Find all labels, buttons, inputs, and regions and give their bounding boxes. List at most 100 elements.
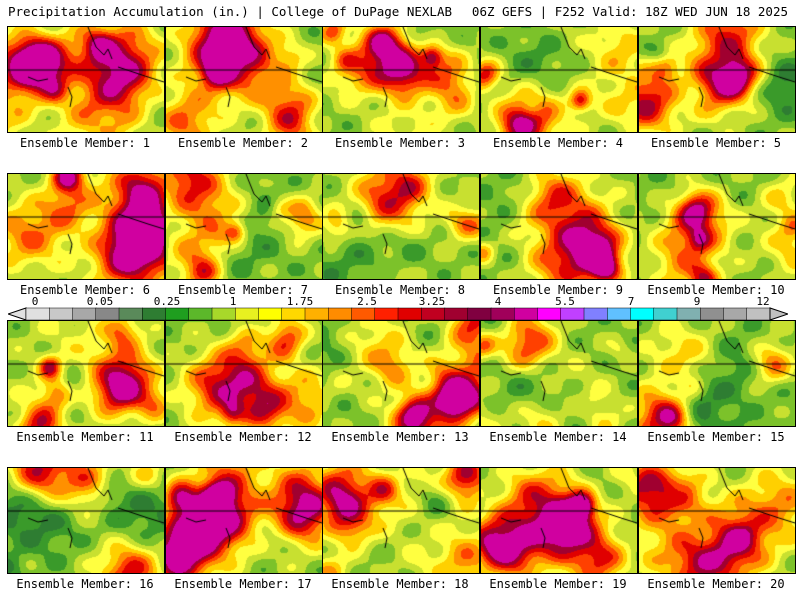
precip-field — [8, 174, 164, 279]
colorbar-tick: 0 — [31, 295, 39, 308]
colorbar-tick: 3.25 — [418, 295, 446, 308]
precip-field — [8, 321, 164, 426]
colorbar-segment — [653, 307, 678, 321]
colorbar-segment — [607, 307, 632, 321]
colorbar-tick: 1 — [229, 295, 237, 308]
colorbar-segment — [374, 307, 399, 321]
precip-field — [481, 468, 637, 573]
ensemble-member-map — [165, 467, 323, 574]
precip-field — [481, 321, 637, 426]
panel-label: Ensemble Member: 16 — [16, 577, 154, 591]
ensemble-member-map — [638, 26, 796, 133]
colorbar-segment — [165, 307, 190, 321]
colorbar-min-arrow — [8, 307, 27, 321]
colorbar-segment — [676, 307, 701, 321]
model-run-info: 06Z GEFS | F252 Valid: 18Z WED JUN 18 20… — [471, 4, 788, 19]
ensemble-member-map — [322, 26, 480, 133]
colorbar-segment — [258, 307, 283, 321]
colorbar-segment — [514, 307, 539, 321]
panel-label: Ensemble Member: 17 — [174, 577, 312, 591]
ensemble-member-map — [7, 173, 165, 280]
ensemble-member-map — [7, 320, 165, 427]
precip-field — [8, 468, 164, 573]
ensemble-member-map — [322, 467, 480, 574]
map-title: Precipitation Accumulation (in.) | Colle… — [8, 4, 453, 19]
panel-label: Ensemble Member: 10 — [647, 283, 785, 297]
panel-label: Ensemble Member: 12 — [174, 430, 312, 444]
colorbar-tick: 12 — [756, 295, 770, 308]
panel-label: Ensemble Member: 2 — [177, 136, 309, 150]
colorbar-segment — [746, 307, 771, 321]
colorbar-segment — [142, 307, 167, 321]
colorbar-segment — [328, 307, 353, 321]
precip-field — [166, 321, 322, 426]
colorbar-segment — [304, 307, 329, 321]
precip-field — [639, 174, 795, 279]
colorbar-segment — [72, 307, 97, 321]
colorbar-tick: 5.5 — [555, 295, 575, 308]
ensemble-member-map — [480, 467, 638, 574]
colorbar-segment — [700, 307, 725, 321]
precip-field — [166, 27, 322, 132]
colorbar-tick: 0.25 — [153, 295, 181, 308]
ensemble-member-map — [165, 173, 323, 280]
panel-label: Ensemble Member: 13 — [331, 430, 469, 444]
panel-label: Ensemble Member: 14 — [489, 430, 627, 444]
panel-label: Ensemble Member: 15 — [647, 430, 785, 444]
precip-field — [8, 27, 164, 132]
precip-field — [639, 27, 795, 132]
panel-label: Ensemble Member: 6 — [19, 283, 151, 297]
ensemble-member-map — [7, 467, 165, 574]
ensemble-member-map — [638, 173, 796, 280]
colorbar-segment — [281, 307, 306, 321]
colorbar-segment — [467, 307, 492, 321]
panel-label: Ensemble Member: 8 — [334, 283, 466, 297]
ensemble-member-map — [638, 467, 796, 574]
panel-label: Ensemble Member: 20 — [647, 577, 785, 591]
precip-field — [166, 468, 322, 573]
ensemble-member-map — [638, 320, 796, 427]
colorbar-segment — [25, 307, 50, 321]
precip-field — [481, 174, 637, 279]
precip-field — [323, 27, 479, 132]
precip-field — [481, 27, 637, 132]
panel-label: Ensemble Member: 9 — [492, 283, 624, 297]
ensemble-member-map — [165, 26, 323, 133]
panel-label: Ensemble Member: 18 — [331, 577, 469, 591]
ensemble-member-map — [480, 173, 638, 280]
panel-label: Ensemble Member: 1 — [19, 136, 151, 150]
colorbar-segment — [421, 307, 446, 321]
colorbar-segment — [118, 307, 143, 321]
colorbar-segment — [211, 307, 236, 321]
colorbar-tick: 4 — [494, 295, 502, 308]
colorbar-segment — [560, 307, 585, 321]
panel-label: Ensemble Member: 5 — [650, 136, 782, 150]
colorbar-segment — [630, 307, 655, 321]
panel-label: Ensemble Member: 19 — [489, 577, 627, 591]
ensemble-member-map — [480, 320, 638, 427]
precip-colorbar — [8, 307, 788, 321]
panel-label: Ensemble Member: 7 — [177, 283, 309, 297]
colorbar-tick: 7 — [627, 295, 635, 308]
precip-field — [323, 321, 479, 426]
panel-label: Ensemble Member: 3 — [334, 136, 466, 150]
precip-field — [323, 174, 479, 279]
colorbar-tick: 9 — [693, 295, 701, 308]
precip-field — [639, 321, 795, 426]
ensemble-member-map — [165, 320, 323, 427]
colorbar-segment — [444, 307, 469, 321]
colorbar-segment — [537, 307, 562, 321]
precip-field — [166, 174, 322, 279]
colorbar-segment — [583, 307, 608, 321]
colorbar-tick: 2.5 — [357, 295, 377, 308]
ensemble-member-map — [480, 26, 638, 133]
colorbar-tick: 1.75 — [286, 295, 314, 308]
colorbar-segment — [490, 307, 515, 321]
colorbar-max-arrow — [769, 307, 788, 321]
colorbar-segment — [723, 307, 748, 321]
colorbar-segment — [49, 307, 74, 321]
ensemble-member-map — [322, 320, 480, 427]
colorbar-segment — [397, 307, 422, 321]
panel-label: Ensemble Member: 4 — [492, 136, 624, 150]
colorbar-segment — [235, 307, 260, 321]
